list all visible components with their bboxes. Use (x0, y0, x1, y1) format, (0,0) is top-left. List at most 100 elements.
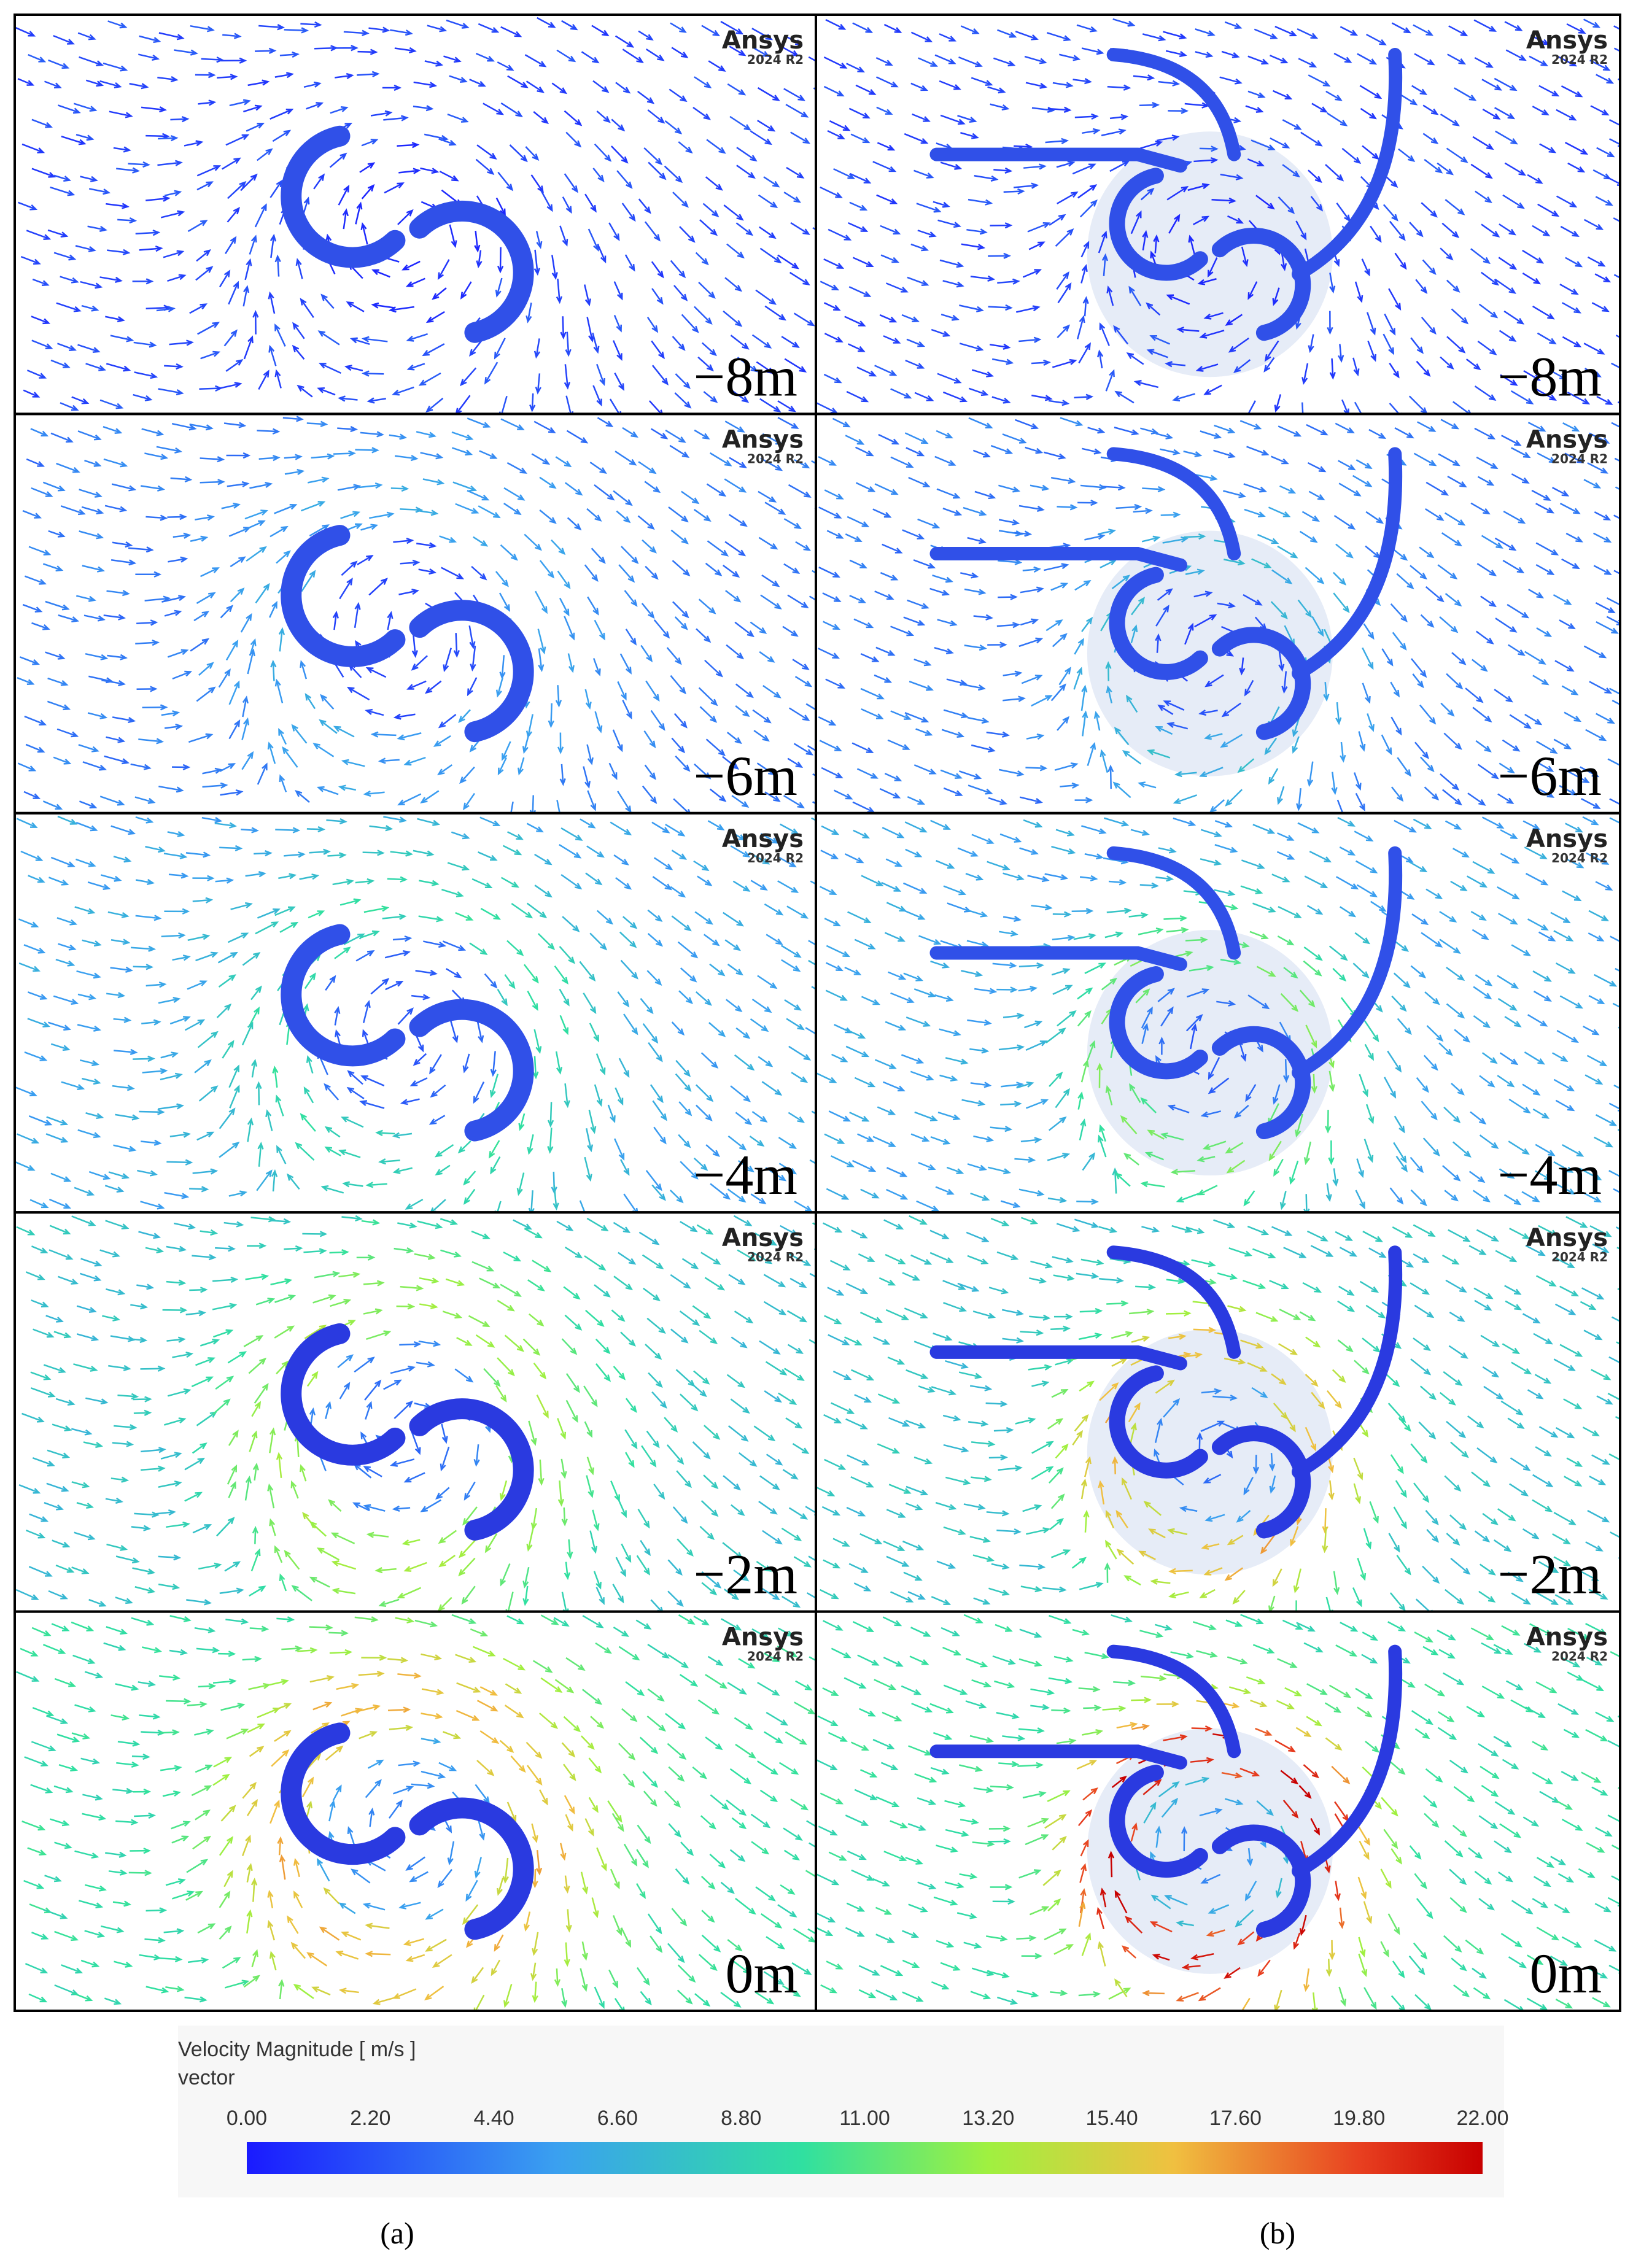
vector-arrow (1334, 1880, 1341, 1902)
vector-arrow (1111, 1775, 1127, 1789)
vector-arrow (405, 277, 425, 287)
vector-arrow (1363, 1020, 1379, 1042)
vector-arrow (665, 429, 686, 443)
vector-arrow (393, 1786, 414, 1795)
vector-arrow (317, 387, 336, 396)
vector-arrow (608, 1969, 619, 1989)
vector-arrow (853, 829, 871, 839)
vector-arrow (1079, 1863, 1087, 1883)
vector-arrow (971, 834, 995, 844)
vector-arrow (309, 1624, 333, 1631)
vector-arrow (904, 432, 929, 444)
vector-arrow (642, 1023, 659, 1044)
vector-arrow (1174, 770, 1197, 778)
vector-arrow (1556, 195, 1578, 208)
vector-arrow (31, 315, 51, 325)
vector-arrow (274, 323, 286, 347)
vector-arrow (791, 1072, 809, 1083)
vector-arrow (960, 683, 986, 691)
vector-arrow (369, 511, 395, 519)
vector-arrow (710, 1183, 731, 1200)
vector-arrow (942, 391, 968, 403)
vector-arrow (848, 343, 866, 352)
vector-arrow (681, 314, 699, 333)
vector-arrow (1057, 1010, 1077, 1027)
vector-arrow (959, 1873, 978, 1879)
vector-arrow (1475, 190, 1492, 203)
vector-arrow (1339, 846, 1356, 856)
vector-arrow (365, 708, 384, 716)
vector-arrow (645, 1170, 662, 1191)
vector-arrow (225, 236, 237, 254)
vector-arrow (276, 1145, 287, 1164)
vector-arrow (930, 1136, 951, 1145)
vector-arrow (1098, 528, 1116, 535)
vector-arrow (1256, 966, 1276, 977)
vector-arrow (1053, 1313, 1073, 1320)
vector-arrow (440, 1249, 462, 1258)
vector-arrow (366, 1531, 389, 1538)
vector-arrow (556, 278, 563, 304)
vector-arrow (1199, 1589, 1216, 1598)
vector-arrow (1365, 1304, 1386, 1319)
vector-arrow (1097, 1941, 1106, 1967)
vector-arrow (882, 827, 905, 838)
vector-arrow (853, 618, 874, 629)
vector-arrow (636, 1967, 650, 1986)
vector-arrow (1417, 421, 1437, 432)
vector-arrow (1591, 1786, 1608, 1796)
vector-arrow (1200, 430, 1222, 439)
vector-arrow (1481, 1784, 1499, 1797)
vector-arrow (1018, 1658, 1042, 1667)
vector-arrow (1083, 1705, 1102, 1711)
vector-arrow (217, 382, 242, 390)
vector-arrow (1369, 1501, 1379, 1524)
vector-arrow (1579, 1167, 1602, 1180)
vector-arrow (1391, 22, 1411, 34)
vector-arrow (807, 1928, 816, 1935)
vector-arrow (494, 1201, 502, 1213)
vector-arrow (1105, 661, 1112, 681)
vector-arrow (907, 1823, 927, 1831)
vector-arrow (338, 395, 358, 402)
vector-arrow (400, 559, 421, 566)
vector-arrow (621, 546, 639, 564)
vector-arrow (20, 1647, 39, 1657)
vector-arrow (140, 485, 165, 492)
vector-arrow (1426, 1025, 1444, 1042)
vector-arrow (759, 1475, 780, 1490)
vector-arrow (1274, 394, 1282, 413)
vector-arrow (441, 889, 464, 897)
vector-arrow (326, 818, 347, 825)
vector-arrow (1206, 1929, 1225, 1937)
vector-arrow (291, 724, 308, 744)
colorbar-tick-label: 0.00 (227, 2107, 267, 2130)
vector-arrow (845, 1045, 870, 1058)
vector-arrow (934, 455, 956, 466)
vector-arrow (559, 1843, 567, 1861)
vector-arrow (564, 173, 578, 193)
vector-arrow (1525, 1706, 1546, 1719)
vector-arrow (874, 590, 894, 600)
vector-arrow (459, 1538, 477, 1558)
vector-arrow (1357, 1557, 1367, 1581)
vector-arrow (1306, 1683, 1328, 1695)
vector-arrow (332, 1784, 342, 1802)
vector-arrow (828, 228, 852, 241)
vector-arrow (1624, 1622, 1633, 1632)
vector-arrow (1052, 1256, 1074, 1264)
vector-arrow (270, 659, 277, 681)
vector-arrow (244, 1475, 252, 1501)
vector-arrow (314, 1271, 341, 1279)
vector-arrow (845, 1814, 869, 1826)
vector-arrow (112, 1900, 132, 1907)
vector-arrow (355, 201, 363, 225)
vector-arrow (1047, 1197, 1068, 1204)
vector-arrow (1153, 234, 1160, 254)
vector-arrow (160, 1051, 179, 1059)
vector-arrow (908, 1903, 928, 1913)
vector-arrow (169, 1649, 188, 1655)
vector-arrow (997, 278, 1020, 285)
vector-arrow (1185, 1226, 1205, 1234)
vector-arrow (1080, 264, 1088, 284)
